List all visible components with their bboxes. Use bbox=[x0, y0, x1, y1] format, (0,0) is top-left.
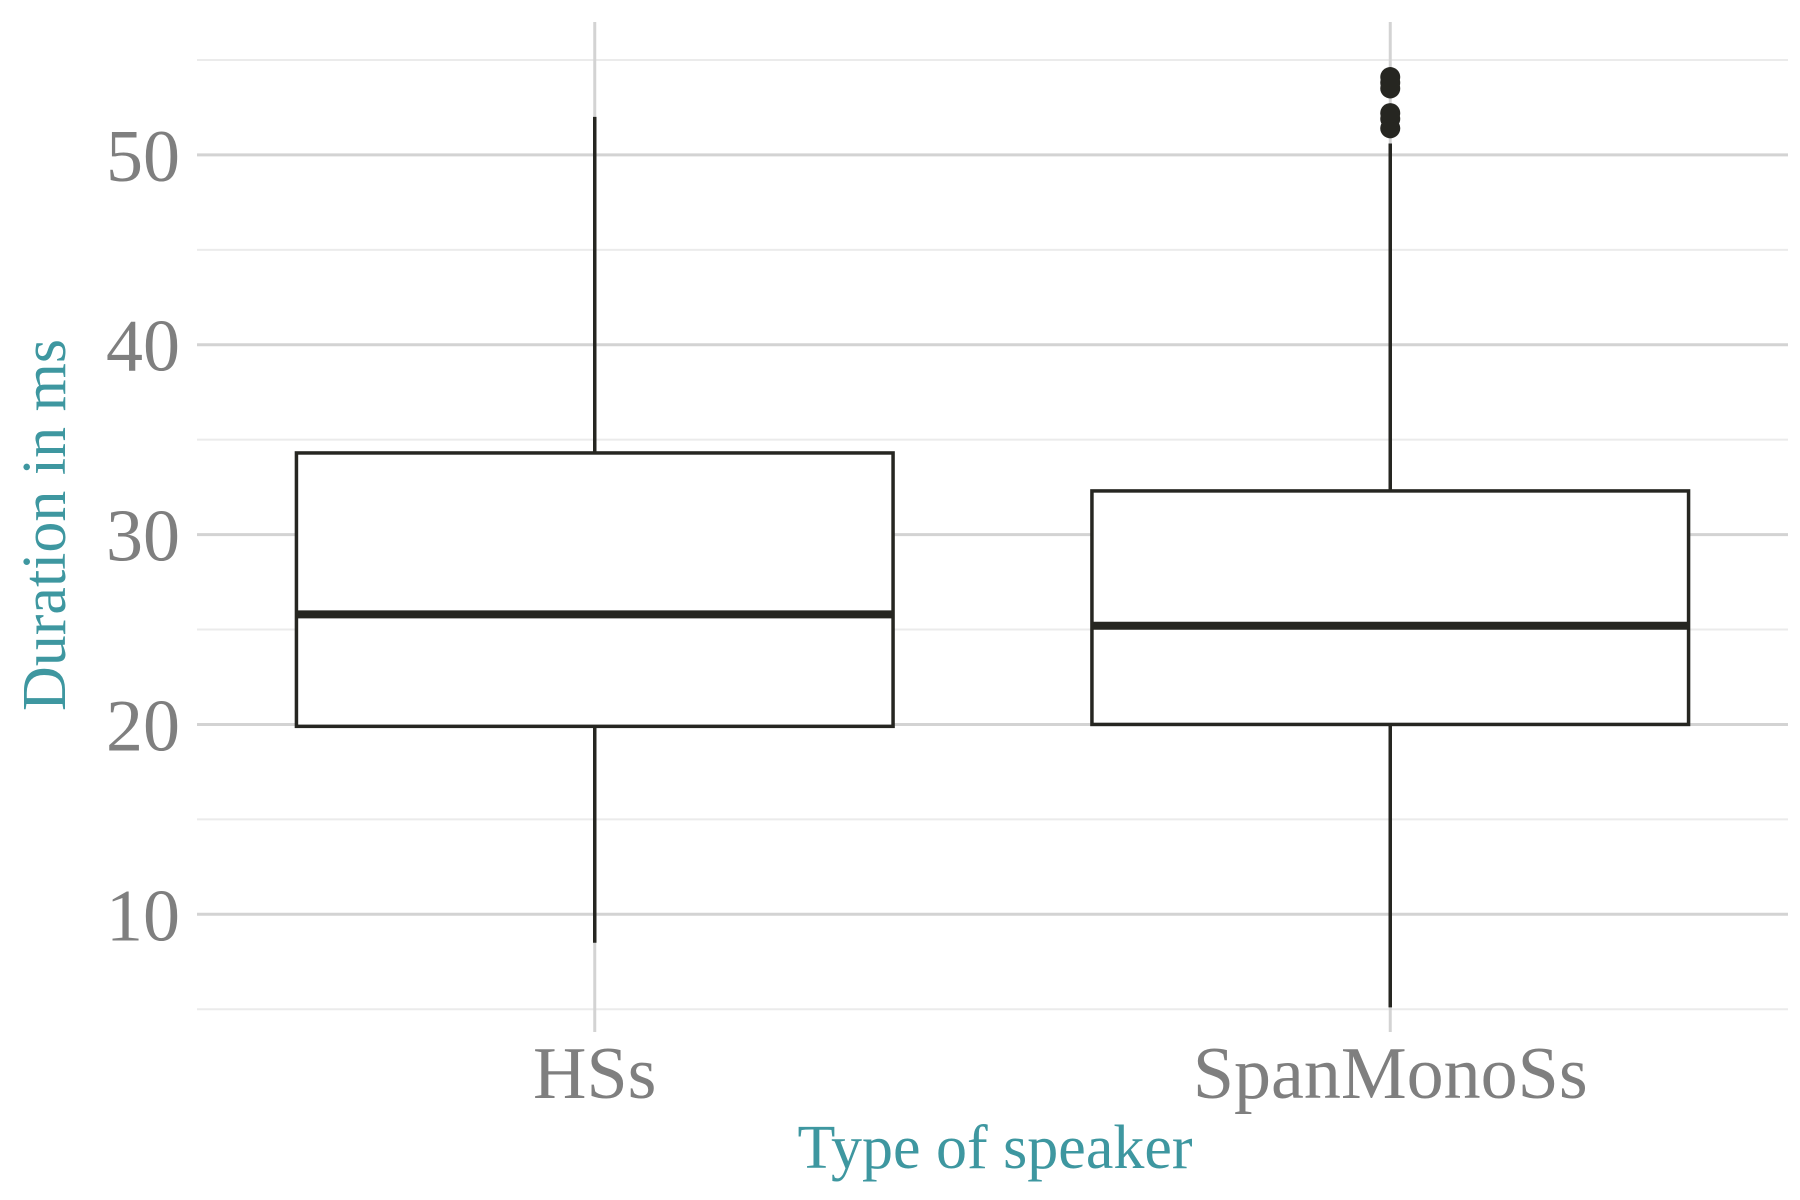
boxes bbox=[294, 67, 1691, 1008]
y-tick-label: 50 bbox=[106, 116, 180, 198]
outlier-point bbox=[1380, 67, 1401, 88]
y-tick-label: 40 bbox=[106, 306, 180, 388]
y-tick-label: 10 bbox=[106, 875, 180, 957]
x-axis-title: Type of speaker bbox=[797, 1114, 1192, 1182]
y-tick-label: 30 bbox=[106, 496, 180, 578]
y-axis-title: Duration in ms bbox=[11, 339, 79, 711]
box-SpanMonoSs bbox=[1090, 67, 1691, 1008]
iqr-box bbox=[294, 451, 895, 729]
y-tick-label: 20 bbox=[106, 685, 180, 767]
x-tick-label: HSs bbox=[533, 1033, 656, 1115]
x-tick-label: SpanMonoSs bbox=[1193, 1033, 1588, 1115]
y-axis-ticks: 10 20 30 40 50 bbox=[106, 116, 180, 957]
outlier-point bbox=[1380, 103, 1401, 124]
x-axis-ticks: HSs SpanMonoSs bbox=[533, 1033, 1588, 1115]
box-HSs bbox=[294, 116, 895, 943]
iqr-box bbox=[1090, 489, 1691, 727]
